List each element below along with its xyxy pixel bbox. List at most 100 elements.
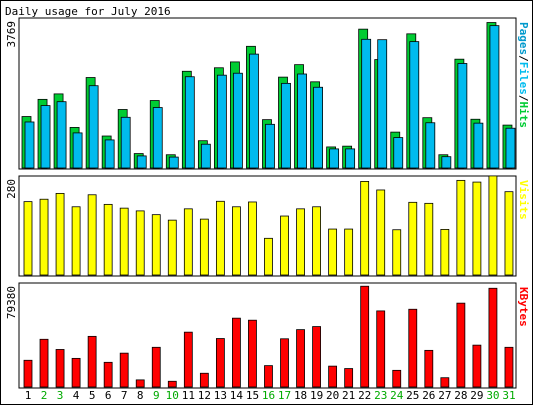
visits-bar	[456, 179, 466, 276]
visits-bar	[199, 218, 209, 276]
files-bar	[489, 25, 500, 169]
files-bar	[168, 156, 179, 169]
day-label: 7	[121, 389, 128, 402]
day-label: 22	[358, 389, 371, 402]
kbytes-bar	[456, 302, 466, 388]
kbytes-bar	[408, 308, 418, 388]
files-bar	[473, 122, 484, 169]
files-bar	[425, 122, 436, 169]
day-label: 5	[89, 389, 96, 402]
kbytes-bar	[167, 380, 177, 388]
legend-visits: Visits	[517, 180, 530, 220]
kbytes-bar	[488, 287, 498, 388]
y-max-label-kbytes: 79380	[5, 286, 18, 319]
files-bar	[457, 63, 468, 169]
kbytes-bar	[472, 344, 482, 388]
files-bar	[40, 105, 51, 169]
y-max-label-hits-files: 3769	[5, 21, 18, 48]
kbytes-bar	[119, 352, 129, 388]
kbytes-bar	[39, 338, 49, 388]
visits-bar	[504, 191, 514, 276]
files-bar	[88, 85, 99, 169]
visits-bar	[55, 192, 65, 276]
visits-bar	[360, 180, 370, 276]
files-bar	[24, 121, 35, 169]
visits-bar	[312, 206, 321, 276]
kbytes-bar	[264, 365, 273, 388]
day-label: 15	[246, 389, 259, 402]
day-label: 31	[502, 389, 515, 402]
files-bar	[104, 139, 115, 169]
visits-bar	[119, 207, 129, 276]
files-bar	[393, 137, 404, 169]
kbytes-bar	[280, 338, 289, 388]
day-label: 13	[214, 389, 227, 402]
day-label: 10	[166, 389, 179, 402]
visits-bar	[344, 228, 354, 276]
files-bar	[377, 39, 388, 169]
day-label: 24	[390, 389, 404, 402]
visits-bar	[183, 208, 193, 276]
files-bar	[361, 38, 372, 169]
visits-bar	[472, 181, 482, 276]
day-label: 17	[278, 389, 291, 402]
files-bar	[297, 73, 307, 169]
day-label: 19	[310, 389, 323, 402]
kbytes-bar	[199, 372, 209, 388]
kbytes-bar	[87, 335, 97, 388]
visits-bar	[23, 201, 33, 276]
day-label: 25	[406, 389, 419, 402]
visits-bar	[264, 237, 273, 276]
kbytes-bar	[296, 329, 305, 388]
day-label: 20	[326, 389, 339, 402]
files-bar	[72, 132, 83, 169]
kbytes-bar	[103, 361, 113, 388]
files-bar	[265, 123, 275, 169]
files-bar	[216, 74, 227, 169]
kbytes-bar	[344, 368, 354, 388]
kbytes-bar	[248, 319, 257, 388]
visits-bar	[248, 201, 257, 276]
files-bar	[249, 53, 259, 169]
files-bar	[56, 101, 67, 169]
visits-bar	[392, 229, 402, 276]
files-bar	[120, 116, 131, 169]
kbytes-bar	[151, 346, 161, 388]
visits-bar	[408, 201, 418, 276]
day-label: 14	[230, 389, 244, 402]
day-label: 2	[41, 389, 48, 402]
day-label: 6	[105, 389, 112, 402]
files-bar	[329, 148, 340, 169]
visits-bar	[135, 210, 145, 276]
kbytes-bar	[328, 365, 338, 388]
day-label: 9	[153, 389, 160, 402]
visits-bar	[376, 189, 386, 276]
files-bar	[152, 107, 163, 169]
day-label: 18	[294, 389, 307, 402]
files-bar	[200, 143, 211, 169]
kbytes-bar	[215, 338, 225, 388]
legend-kbytes: KBytes	[517, 287, 530, 327]
kbytes-bar	[360, 285, 370, 388]
visits-bar	[440, 228, 450, 276]
kbytes-bar	[23, 359, 33, 388]
kbytes-bar	[312, 326, 321, 388]
files-bar	[409, 41, 420, 169]
visits-bar	[39, 198, 49, 276]
day-label: 3	[57, 389, 64, 402]
day-label: 4	[73, 389, 80, 402]
visits-bar	[167, 219, 177, 276]
day-label: 29	[470, 389, 483, 402]
day-label: 28	[454, 389, 467, 402]
files-bar	[136, 155, 147, 169]
day-label: 27	[438, 389, 451, 402]
visits-bar	[328, 228, 338, 276]
visits-bar	[296, 208, 305, 276]
visits-bar	[424, 202, 434, 276]
visits-bar	[71, 206, 81, 276]
kbytes-bar	[55, 349, 65, 388]
visits-bar	[103, 203, 113, 276]
day-label: 8	[137, 389, 144, 402]
kbytes-bar	[440, 377, 450, 388]
